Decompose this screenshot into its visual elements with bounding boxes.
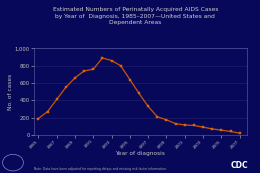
Text: CDC: CDC <box>230 161 248 170</box>
Text: Estimated Numbers of Perinatally Acquired AIDS Cases
by Year of  Diagnosis, 1985: Estimated Numbers of Perinatally Acquire… <box>53 7 218 25</box>
Y-axis label: No. of cases: No. of cases <box>8 74 13 110</box>
Text: Note: Data have been adjusted for reporting delays and missing risk factor infor: Note: Data have been adjusted for report… <box>34 167 166 171</box>
X-axis label: Year of diagnosis: Year of diagnosis <box>115 151 165 156</box>
